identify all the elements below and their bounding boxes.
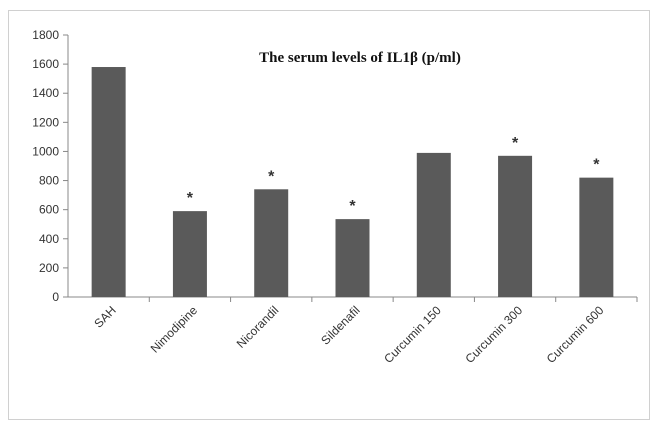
y-tick-label: 1800 <box>32 28 59 42</box>
significance-marker: * <box>593 157 600 174</box>
significance-marker: * <box>268 168 275 185</box>
bar-curcumin-300 <box>498 155 533 297</box>
significance-marker: * <box>512 135 519 152</box>
y-tick-label: 200 <box>39 261 59 275</box>
y-tick-label: 600 <box>39 203 59 217</box>
significance-marker: * <box>349 198 356 215</box>
y-tick-label: 1000 <box>32 144 59 158</box>
bar-sildenafil <box>335 219 370 297</box>
category-label: SAH <box>91 303 118 330</box>
bar-nicorandil <box>254 189 289 297</box>
bar-curcumin-600 <box>579 177 614 297</box>
bars: * * * * * <box>91 67 614 298</box>
bar-curcumin-150 <box>416 152 451 297</box>
category-label: Nicorandil <box>234 303 282 351</box>
category-labels: SAH Nimodipine Nicorandil Sildenafil Curcumi… <box>91 303 606 366</box>
category-label: Curcumin 300 <box>462 303 525 366</box>
y-tick-label: 1600 <box>32 57 59 71</box>
significance-marker: * <box>187 190 194 207</box>
y-tick-label: 1400 <box>32 86 59 100</box>
bar-nimodipine <box>172 211 207 297</box>
y-tick-label: 0 <box>52 290 59 304</box>
category-label: Sildenafil <box>318 303 362 347</box>
category-label: Curcumin 150 <box>381 303 444 366</box>
category-label: Curcumin 600 <box>544 303 607 366</box>
category-label: Nimodipine <box>148 303 201 356</box>
bar-sah <box>91 67 126 298</box>
y-tick-label: 1200 <box>32 115 59 129</box>
chart-title: The serum levels of IL1β (p/ml) <box>259 50 461 66</box>
y-tick-label: 800 <box>39 174 59 188</box>
y-tick-label: 400 <box>39 232 59 246</box>
axes: 0 200 400 600 800 1000 1200 1400 1600 1800 <box>32 28 638 304</box>
